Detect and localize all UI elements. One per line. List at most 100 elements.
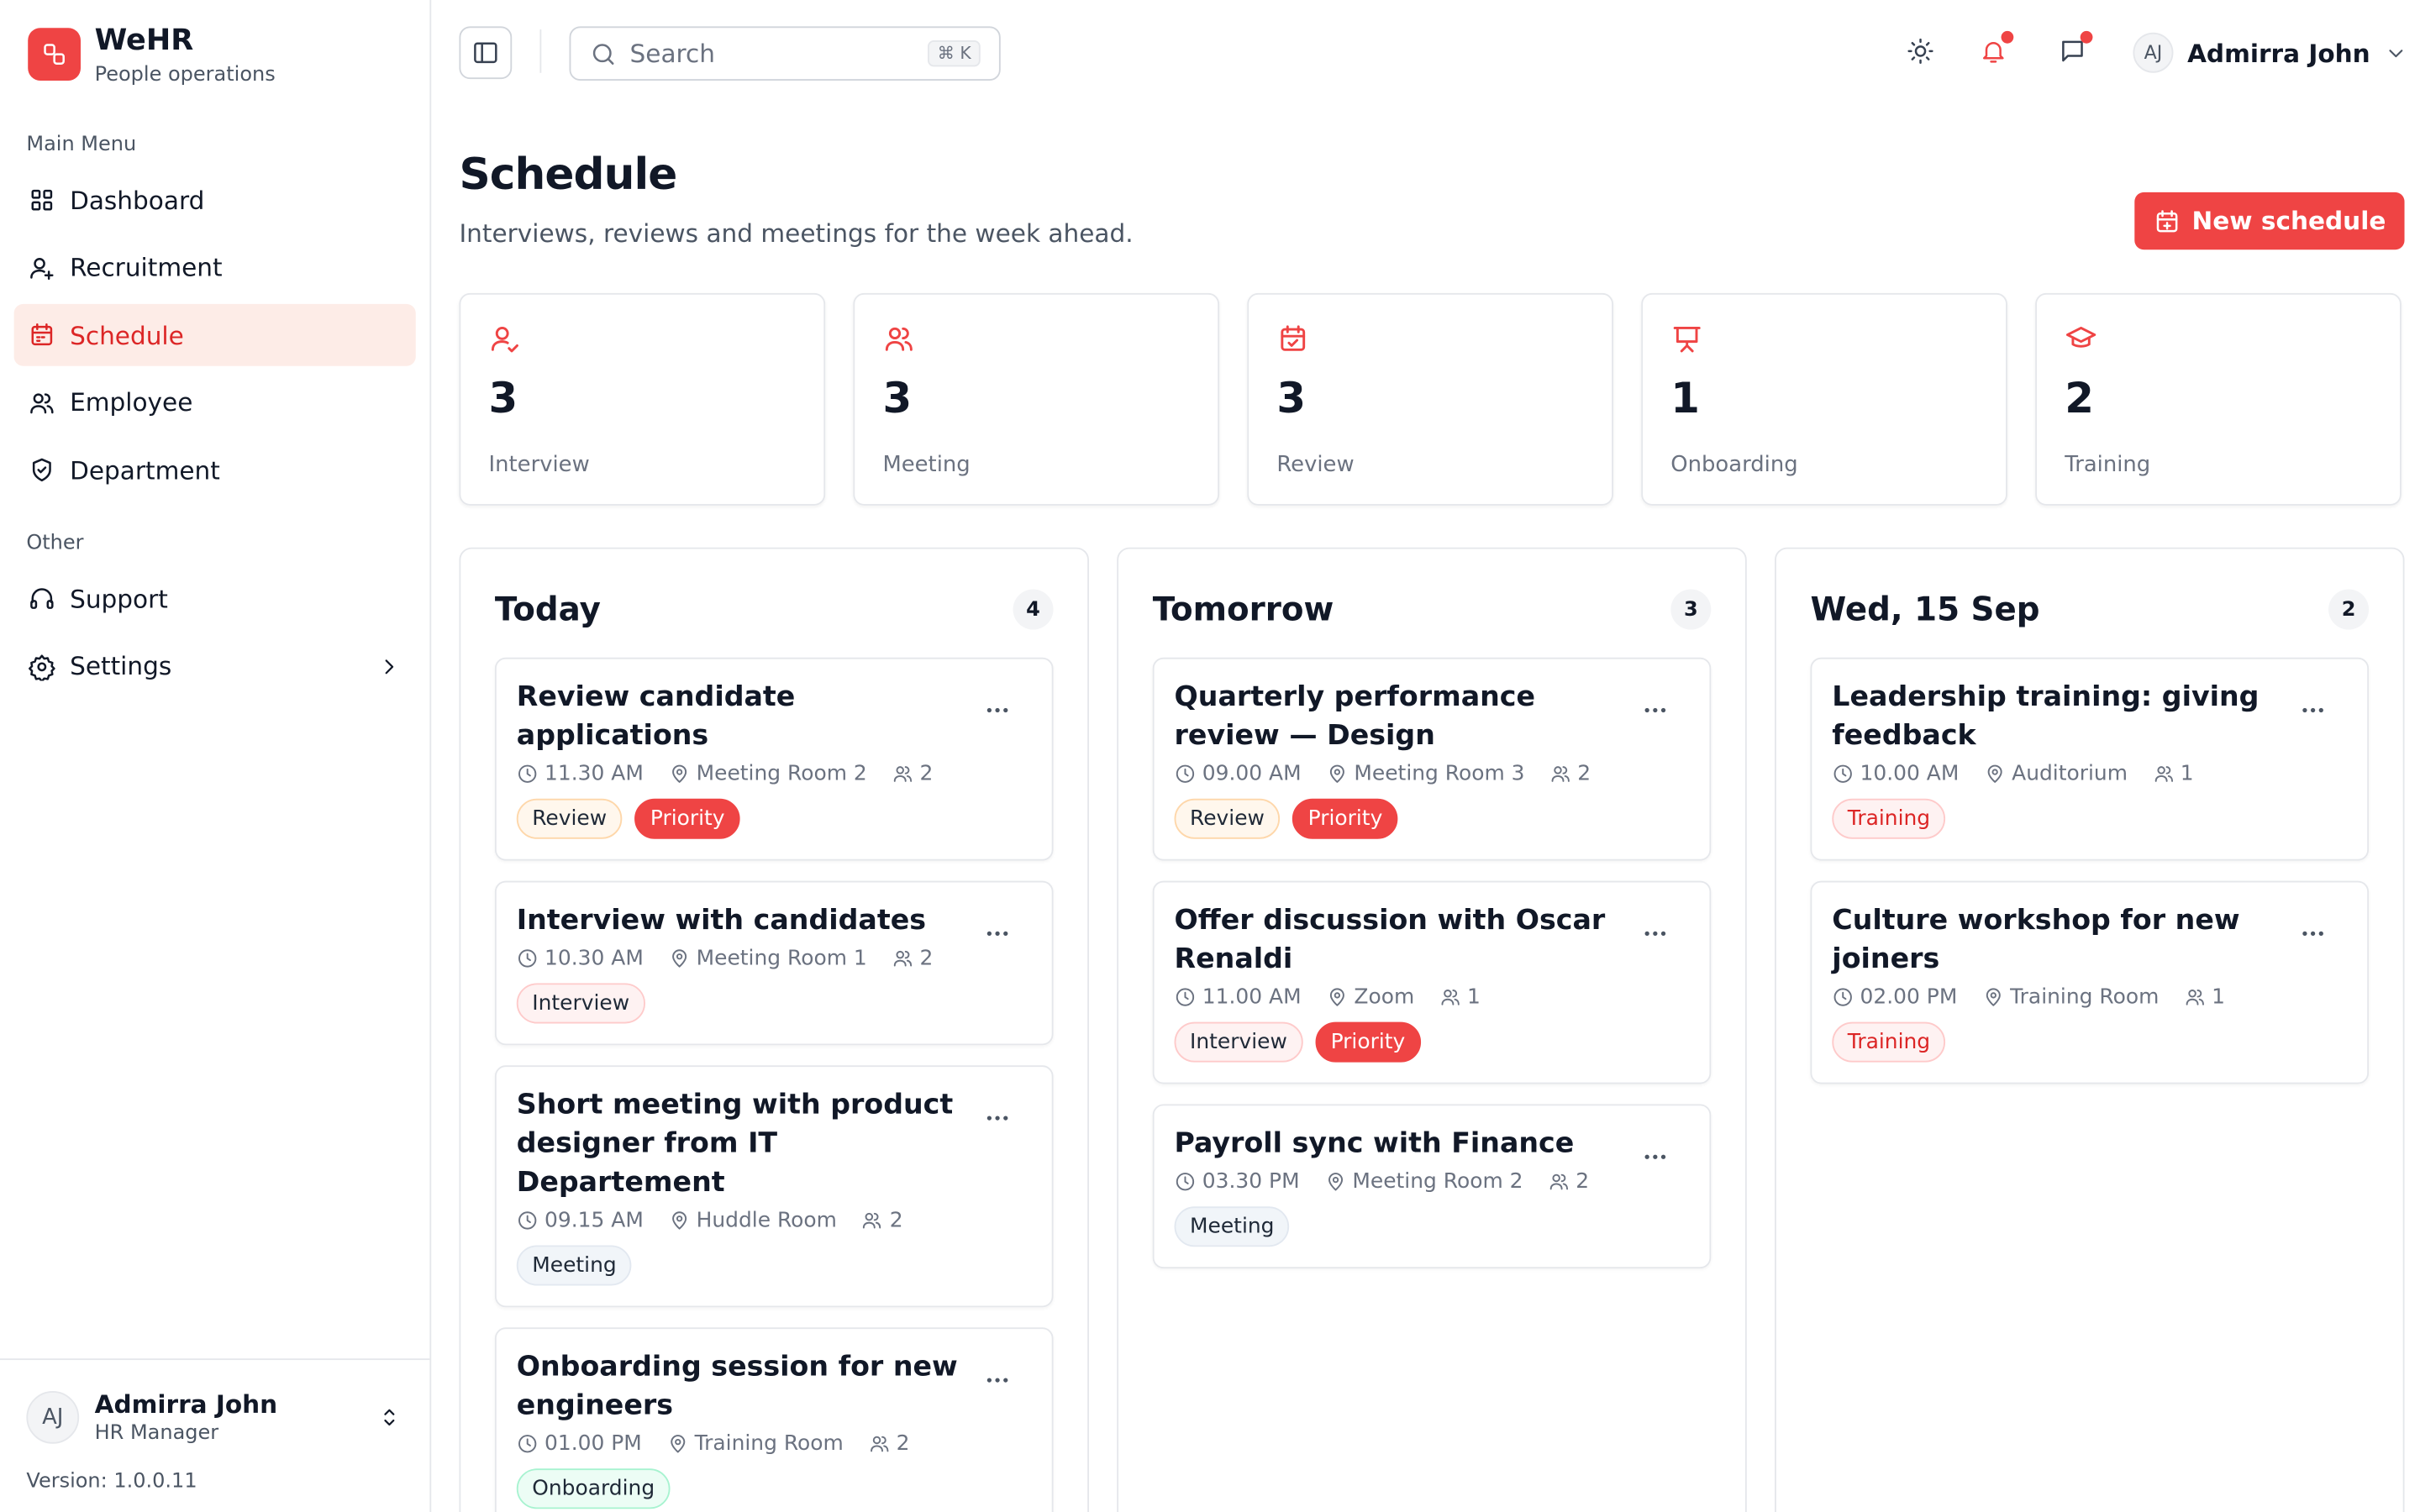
- event-time: 10.00 AM: [1860, 761, 1960, 786]
- stat-label: Onboarding: [1670, 453, 1798, 478]
- attendees-icon: [863, 1212, 882, 1229]
- nav-item[interactable]: Schedule: [13, 304, 416, 367]
- event-card[interactable]: Culture workshop for new joiners 02.00 PM…: [1810, 880, 2370, 1084]
- event-title: Culture workshop for new joiners: [1832, 904, 2240, 976]
- event-card[interactable]: Leadership training: giving feedback 10.0…: [1810, 657, 2370, 861]
- user-menu[interactable]: AJ Admirra John: [2133, 32, 2407, 73]
- stat-value: 3: [882, 375, 913, 423]
- nav-icon: [31, 189, 53, 211]
- stat-label: Review: [1276, 453, 1355, 478]
- event-meta: 02.00 PM Training Room 1: [1832, 984, 2347, 1010]
- stat-card: 3 Meeting: [853, 292, 1220, 506]
- column-title: Today: [494, 591, 601, 628]
- event-card[interactable]: Review candidate applications 11.30 AM Mee…: [494, 657, 1054, 861]
- location-icon: [671, 1211, 687, 1230]
- theme-toggle-icon: [1907, 38, 1933, 65]
- theme-toggle[interactable]: [1907, 37, 1934, 71]
- nav-item[interactable]: Settings: [14, 636, 416, 698]
- tag: Meeting: [1174, 1206, 1290, 1247]
- stat-icon: [1281, 325, 1306, 351]
- location-icon: [1986, 988, 2001, 1006]
- tag: Interview: [1174, 1021, 1303, 1063]
- stat-value: 1: [1670, 375, 1701, 423]
- location-icon: [671, 949, 687, 968]
- event-tags: Review Priority: [516, 798, 1032, 839]
- nav-item[interactable]: Support: [14, 568, 416, 630]
- nav-item[interactable]: Recruitment: [14, 237, 416, 299]
- location-icon: [1329, 988, 1344, 1006]
- event-card[interactable]: Short meeting with product designer from…: [494, 1065, 1054, 1308]
- columns: Today 4 Review candidate applications 11.30…: [459, 547, 2405, 1512]
- event-attendees: 2: [889, 1208, 903, 1233]
- stat-label: Training: [2065, 453, 2151, 478]
- more-icon: [1644, 707, 1666, 713]
- nav-icon: [30, 257, 54, 280]
- column-header: Wed, 15 Sep 2: [1810, 589, 2370, 630]
- count-badge: 4: [1013, 589, 1054, 630]
- nav-label: Dashboard: [70, 185, 205, 215]
- attendees-icon: [2186, 990, 2204, 1005]
- sidebar-toggle[interactable]: [459, 26, 513, 80]
- user-menu-toggle[interactable]: [377, 1405, 402, 1431]
- clock-icon: [518, 764, 537, 783]
- nav-section-title: Main Menu: [26, 133, 137, 157]
- search-box[interactable]: Search ⌘ K: [569, 26, 1001, 81]
- more-icon: [1644, 1154, 1666, 1159]
- event-card[interactable]: Interview with candidates 10.30 AM Meeting…: [494, 880, 1054, 1046]
- event-time: 09.15 AM: [544, 1208, 644, 1233]
- more-menu[interactable]: [983, 920, 1011, 954]
- event-attendees: 2: [919, 946, 934, 971]
- page-subtitle: Interviews, reviews and meetings for the…: [459, 218, 1134, 249]
- more-menu[interactable]: [983, 696, 1011, 731]
- more-menu[interactable]: [2299, 920, 2327, 954]
- new-schedule-button[interactable]: New schedule: [2134, 192, 2405, 250]
- count-badge: 2: [2328, 589, 2370, 630]
- nav-label: Schedule: [70, 320, 184, 350]
- column-title: Wed, 15 Sep: [1810, 591, 2040, 628]
- event-title: Onboarding session for new engineers: [516, 1350, 958, 1422]
- more-menu[interactable]: [1641, 696, 1669, 731]
- nav-icon: [30, 589, 54, 610]
- location-icon: [1328, 1173, 1343, 1191]
- event-meta: 01.00 PM Training Room 2: [517, 1431, 1032, 1457]
- nav-item[interactable]: Employee: [14, 372, 416, 434]
- more-menu[interactable]: [1641, 1143, 1669, 1178]
- nav-menu: Main Menu Dashboard Recruitment Schedule Emp…: [0, 134, 429, 704]
- nav-icon: [29, 654, 55, 681]
- nav-label: Settings: [70, 652, 172, 682]
- event-card[interactable]: Offer discussion with Oscar Renaldi 11.00…: [1152, 880, 1712, 1084]
- event-location: Training Room: [2010, 984, 2160, 1010]
- stat-icon: [491, 327, 518, 353]
- more-menu[interactable]: [2299, 696, 2327, 731]
- nav-item[interactable]: Dashboard: [14, 169, 416, 231]
- clock-icon: [1176, 764, 1195, 783]
- more-icon: [986, 707, 1008, 713]
- event-location: Meeting Room 2: [1352, 1168, 1523, 1194]
- event-location: Meeting Room 2: [696, 761, 867, 786]
- event-attendees: 2: [1577, 761, 1591, 786]
- stat-card: 2 Training: [2035, 292, 2402, 506]
- tag: Meeting: [516, 1245, 633, 1286]
- stat-card: 3 Review: [1247, 292, 1613, 506]
- more-menu[interactable]: [1641, 920, 1669, 954]
- chevron: [2389, 49, 2403, 57]
- notifications[interactable]: [1980, 30, 2014, 71]
- more-icon: [986, 931, 1008, 937]
- messages[interactable]: [2059, 30, 2093, 71]
- more-menu[interactable]: [983, 1366, 1011, 1400]
- event-card[interactable]: Payroll sync with Finance 03.30 PM Meeting…: [1152, 1104, 1712, 1269]
- sidebar: WeHR People operations Main Menu Dashboard R…: [0, 0, 432, 1512]
- event-meta: 09.15 AM Huddle Room 2: [517, 1208, 1032, 1233]
- event-card[interactable]: Onboarding session for new engineers 01.0…: [494, 1327, 1054, 1512]
- tag: Training: [1832, 1021, 1946, 1063]
- stat-card: 1 Onboarding: [1641, 292, 2007, 506]
- nav-item[interactable]: Department: [14, 439, 416, 501]
- clock-icon: [518, 1211, 537, 1230]
- more-menu[interactable]: [983, 1104, 1011, 1138]
- event-attendees: 1: [1466, 984, 1481, 1010]
- event-meta: 03.30 PM Meeting Room 2 2: [1175, 1169, 1690, 1194]
- button-label: New schedule: [2191, 206, 2386, 236]
- event-meta: 10.30 AM Meeting Room 1 2: [517, 946, 1032, 971]
- event-card[interactable]: Quarterly performance review — Design 09.…: [1152, 657, 1712, 861]
